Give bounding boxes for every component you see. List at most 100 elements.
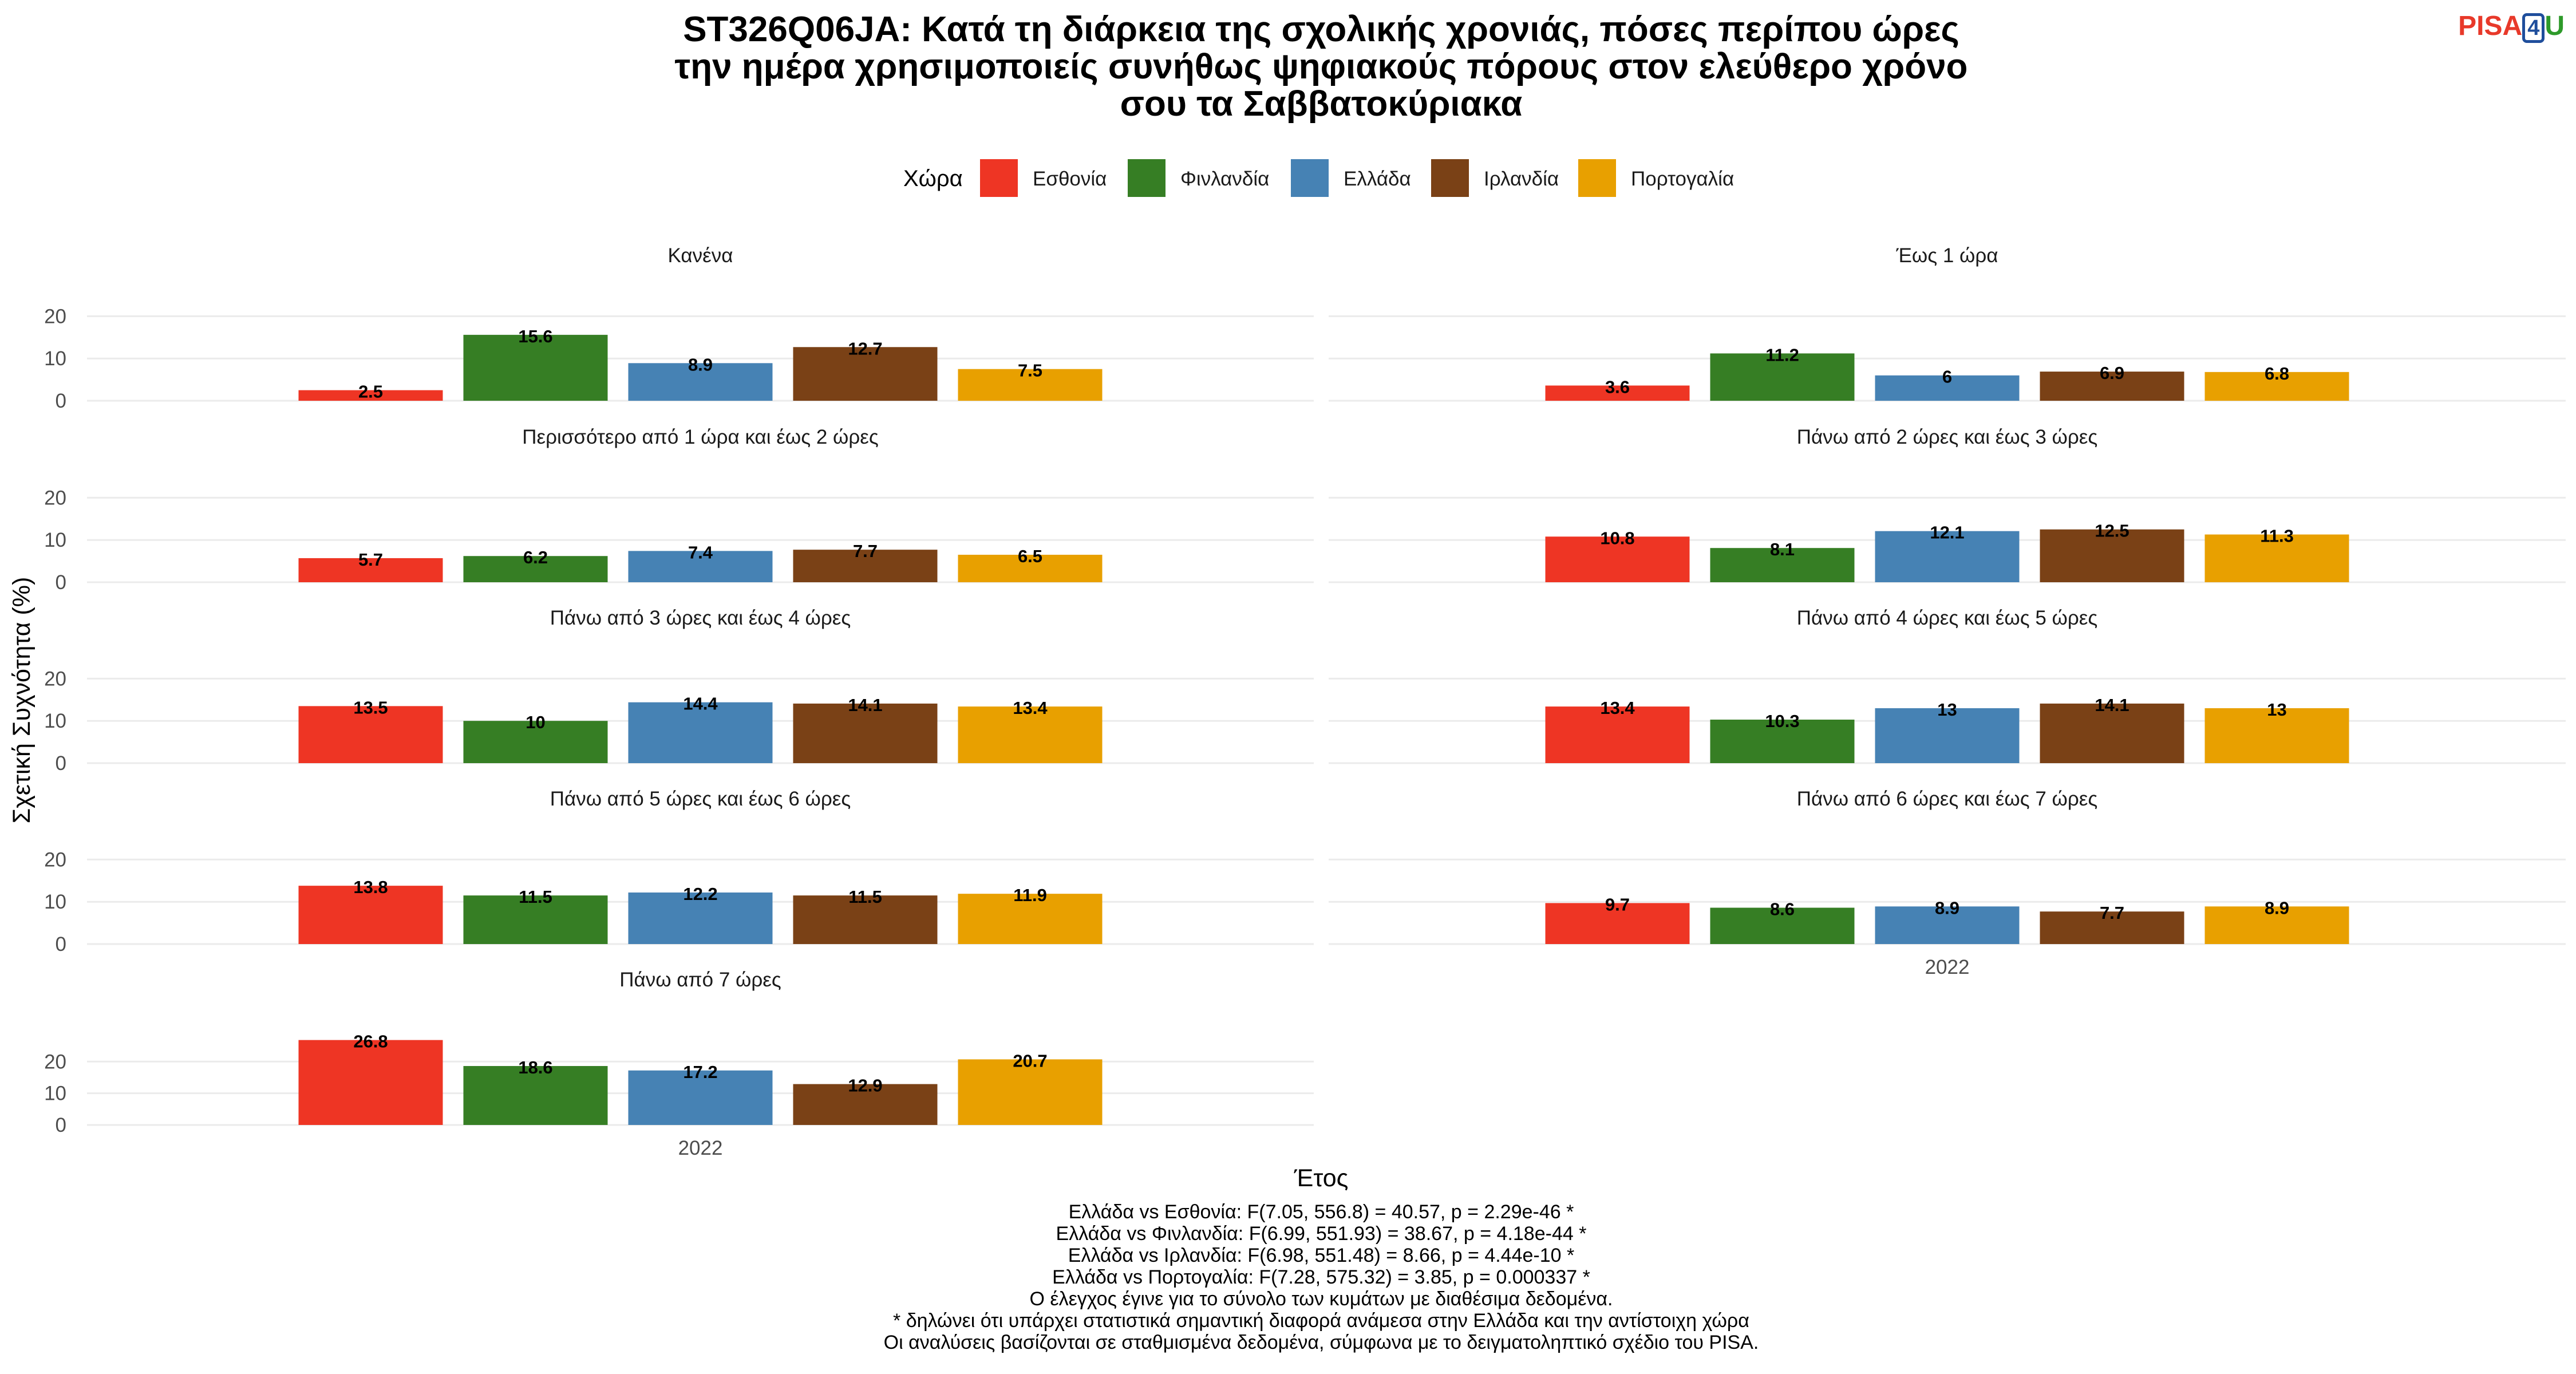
bar <box>298 706 443 763</box>
bar <box>298 558 443 582</box>
bar-value-label: 17.2 <box>683 1062 717 1082</box>
facet-panel: Πάνω από 4 ώρες και έως 5 ώρες 13.4 10.3 13… <box>1329 607 2566 764</box>
bar-value-label: 12.9 <box>848 1076 882 1096</box>
y-tick-label: 0 <box>56 1114 66 1136</box>
caption-line: * δηλώνει ότι υπάρχει στατιστικά σημαντι… <box>893 1310 1749 1332</box>
caption: Ελλάδα vs Εσθονία: F(7.05, 556.8) = 40.5… <box>884 1201 1759 1353</box>
bar-value-label: 7.4 <box>688 542 713 562</box>
bar-value-label: 10.3 <box>1765 711 1799 731</box>
bar <box>298 390 443 401</box>
bar-value-label: 13 <box>1937 700 1957 720</box>
bar-value-label: 6.8 <box>2265 364 2289 384</box>
bar-value-label: 6.5 <box>1018 546 1042 566</box>
y-tick-label: 0 <box>56 571 66 594</box>
bar-value-label: 8.6 <box>1770 899 1795 919</box>
bar-value-label: 10.8 <box>1600 528 1634 548</box>
bar-value-label: 6 <box>1942 367 1952 387</box>
facet-panel: Πάνω από 3 ώρες και έως 4 ώρες 0 10 20 13.5 1… <box>44 607 1314 775</box>
bar-value-label: 8.9 <box>2265 898 2289 918</box>
y-tick-label: 0 <box>56 933 66 956</box>
caption-line: Ελλάδα vs Ιρλανδία: F(6.98, 551.48) = 8.… <box>1068 1245 1574 1266</box>
bar <box>2040 703 2184 763</box>
bar <box>1875 531 2020 582</box>
facet-panel: Περισσότερο από 1 ώρα και έως 2 ώρες 0 10 2… <box>44 426 1314 594</box>
facet-strip-label: Πάνω από 3 ώρες και έως 4 ώρες <box>550 607 851 629</box>
bar-value-label: 11.9 <box>1013 885 1047 905</box>
caption-line: Ο έλεγχος έγινε για το σύνολο των κυμάτω… <box>1030 1288 1613 1310</box>
bar <box>2204 372 2349 401</box>
bar-value-label: 13.5 <box>353 697 388 717</box>
bar-value-label: 14.4 <box>683 694 718 714</box>
bar-value-label: 10 <box>526 712 545 732</box>
bar-value-label: 2.5 <box>358 382 383 402</box>
bar-value-label: 12.5 <box>2095 521 2129 541</box>
bar <box>463 334 608 401</box>
bar <box>793 1084 938 1125</box>
bar-value-label: 13 <box>2267 700 2286 720</box>
x-axis-label: Έτος <box>1294 1164 1349 1192</box>
y-tick-label: 10 <box>44 1083 66 1105</box>
caption-line: Ελλάδα vs Πορτογαλία: F(7.28, 575.32) = … <box>1052 1266 1590 1288</box>
bar-value-label: 6.9 <box>2100 363 2124 383</box>
bar <box>1545 536 1690 582</box>
bar-value-label: 11.2 <box>1765 345 1799 365</box>
facet-panel: Κανένα 0 10 20 2.5 15.6 8.9 12.7 7.5 <box>44 244 1314 412</box>
legend-title: Χώρα <box>903 166 963 191</box>
legend-swatch <box>1128 159 1165 197</box>
bar-value-label: 11.5 <box>848 887 882 907</box>
y-tick-label: 10 <box>44 891 66 913</box>
logo-part-4: 4 <box>2522 13 2545 43</box>
y-tick-label: 10 <box>44 529 66 551</box>
legend: Χώρα Εσθονία Φινλανδία Ελλάδα Ιρλανδία Πορτογ… <box>903 159 1734 197</box>
chart-title-line: την ημέρα χρησιμοποιείς συνήθως ψηφιακού… <box>675 47 1968 86</box>
bar <box>628 551 773 582</box>
bar <box>958 706 1103 763</box>
legend-swatch <box>980 159 1018 197</box>
bar <box>463 721 608 763</box>
bar-value-label: 5.7 <box>358 550 383 570</box>
legend-entry: Ιρλανδία <box>1484 168 1559 190</box>
bar-value-label: 15.6 <box>518 326 552 346</box>
legend-entry: Ελλάδα <box>1344 168 1411 190</box>
bar-value-label: 20.7 <box>1013 1051 1047 1071</box>
bar-value-label: 26.8 <box>353 1032 388 1052</box>
bar <box>2204 708 2349 763</box>
bar <box>1710 719 1855 763</box>
panels: Κανένα 0 10 20 2.5 15.6 8.9 12.7 7.5 Έως 1 ώρα 3.6… <box>44 244 2566 1159</box>
bar <box>793 347 938 401</box>
legend-swatch <box>1431 159 1469 197</box>
bar <box>793 550 938 582</box>
bar <box>628 702 773 763</box>
bar <box>1710 353 1855 401</box>
caption-line: Οι αναλύσεις βασίζονται σε σταθμισμένα δ… <box>884 1332 1759 1353</box>
bar-value-label: 7.7 <box>853 541 878 561</box>
chart-title-line: σου τα Σαββατοκύριακα <box>1120 84 1523 124</box>
facet-strip-label: Πάνω από 6 ώρες και έως 7 ώρες <box>1797 788 2097 810</box>
bar-value-label: 13.4 <box>1013 698 1048 718</box>
bar-value-label: 3.6 <box>1605 377 1630 397</box>
y-axis-label: Σχετική Συχνότητα (%) <box>8 577 35 824</box>
facet-panel: Πάνω από 7 ώρες 0 10 20 26.8 18.6 17.2 12.9 20.7… <box>44 969 1314 1159</box>
bar-value-label: 14.1 <box>848 695 882 715</box>
y-tick-label: 20 <box>44 305 66 327</box>
facet-strip-label: Πάνω από 2 ώρες και έως 3 ώρες <box>1797 426 2097 448</box>
bar <box>958 894 1103 944</box>
bar <box>793 703 938 763</box>
bar <box>1545 903 1690 944</box>
facet-strip-label: Πάνω από 4 ώρες και έως 5 ώρες <box>1797 607 2097 629</box>
chart-title-line: ST326Q06JA: Κατά τη διάρκεια της σχολική… <box>683 10 1959 49</box>
y-tick-label: 20 <box>44 668 66 690</box>
bar-value-label: 12.1 <box>1930 523 1964 543</box>
bar <box>1710 548 1855 582</box>
bar <box>1545 706 1690 763</box>
facet-strip-label: Πάνω από 5 ώρες και έως 6 ώρες <box>550 788 851 810</box>
bar <box>1875 906 2020 944</box>
facet-strip-label: Κανένα <box>668 244 733 267</box>
y-tick-label: 0 <box>56 390 66 412</box>
bar <box>463 556 608 582</box>
bar <box>628 892 773 944</box>
bar-value-label: 8.1 <box>1770 539 1795 559</box>
bar-value-label: 13.8 <box>353 877 388 897</box>
y-tick-label: 20 <box>44 848 66 871</box>
